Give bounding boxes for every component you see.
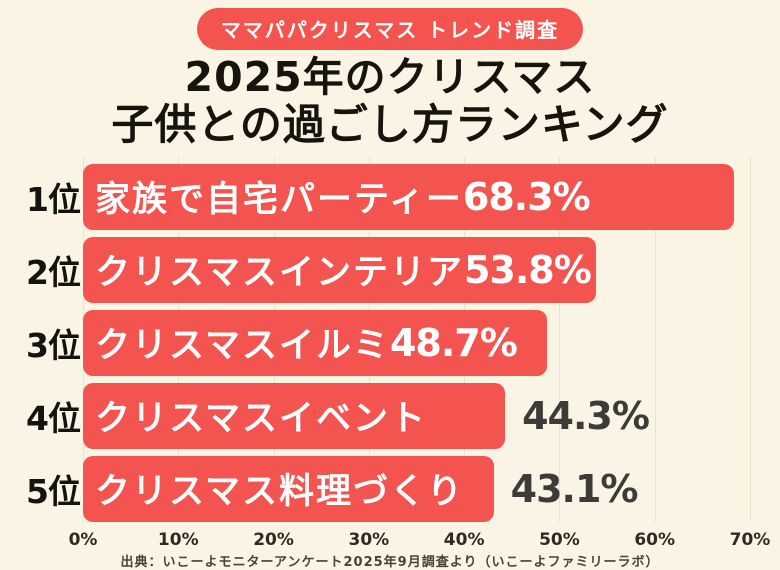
x-tick-label: 40% xyxy=(443,529,485,550)
bar-value-label-outside: 43.1% xyxy=(510,466,639,511)
title-line-2: 子供との過ごし方ランキング xyxy=(111,99,669,149)
bar-value-label-outside: 44.3% xyxy=(522,393,650,438)
chart-row-1: 1位 家族で自宅パーティー 68.3% xyxy=(0,163,780,230)
gridline xyxy=(559,156,561,522)
chart-row-4: 4位 クリスマスイベント 44.3% xyxy=(0,382,780,449)
bar: クリスマスインテリア 53.8% xyxy=(83,236,596,303)
chart-rows: 1位 家族で自宅パーティー 68.3% 2位 クリスマスインテリア 53.8% xyxy=(0,163,780,522)
bar: 家族で自宅パーティー 68.3% xyxy=(83,163,734,230)
x-tick-label: 70% xyxy=(729,529,771,550)
bar-track: クリスマスイルミ 48.7% xyxy=(83,309,750,376)
rank-label: 3位 xyxy=(26,325,81,365)
bar-value-label: 53.8% xyxy=(463,247,592,292)
survey-badge: ママパパクリスマス トレンド調査 xyxy=(196,8,584,50)
bar-track: クリスマス料理づくり 43.1% xyxy=(83,455,750,522)
page-title: 2025年のクリスマス 子供との過ごし方ランキング xyxy=(0,54,780,149)
x-tick-label: 50% xyxy=(539,529,580,550)
gridline xyxy=(654,156,656,522)
badge-container: ママパパクリスマス トレンド調査 xyxy=(0,0,780,50)
bar: クリスマスイベント xyxy=(83,382,506,449)
bar-value-label: 48.7% xyxy=(389,320,518,365)
bar-category-label: クリスマス料理づくり xyxy=(95,472,464,513)
bar-chart: 1位 家族で自宅パーティー 68.3% 2位 クリスマスインテリア 53.8% xyxy=(0,156,780,552)
x-tick-label: 0% xyxy=(68,529,98,550)
bar-category-label: クリスマスイベント xyxy=(95,399,427,440)
bar-track: クリスマスイベント 44.3% xyxy=(83,382,750,449)
title-line-1: 2025年のクリスマス xyxy=(184,53,596,101)
bar-track: クリスマスインテリア 53.8% xyxy=(83,236,750,303)
x-axis: 0% 10% 20% 30% 40% 50% 60% 70% xyxy=(69,529,771,552)
bar: クリスマスイルミ 48.7% xyxy=(83,309,548,376)
bar-category-label: クリスマスインテリア xyxy=(95,253,464,294)
rank-label: 4位 xyxy=(26,398,81,438)
x-tick-label: 20% xyxy=(253,529,294,550)
bar: クリスマス料理づくり xyxy=(83,455,494,522)
chart-row-2: 2位 クリスマスインテリア 53.8% xyxy=(0,236,780,303)
x-tick-label: 10% xyxy=(157,529,199,550)
chart-row-3: 3位 クリスマスイルミ 48.7% xyxy=(0,309,780,376)
rank-label: 2位 xyxy=(26,252,81,292)
bar-track: 家族で自宅パーティー 68.3% xyxy=(83,163,750,230)
bar-category-label: 家族で自宅パーティー xyxy=(95,180,463,221)
source-footer: 出典：いこーよモニターアンケート2025年9月調査より（いこーよファミリーラボ） xyxy=(120,554,660,570)
rank-label: 5位 xyxy=(26,471,81,511)
x-tick-label: 30% xyxy=(348,529,390,550)
gridline xyxy=(750,156,751,522)
bar-value-label: 68.3% xyxy=(462,174,591,219)
x-tick-label: 60% xyxy=(634,529,676,550)
rank-label: 1位 xyxy=(26,179,81,219)
bar-category-label: クリスマスイルミ xyxy=(95,326,390,367)
chart-row-5: 5位 クリスマス料理づくり 43.1% xyxy=(0,455,780,522)
